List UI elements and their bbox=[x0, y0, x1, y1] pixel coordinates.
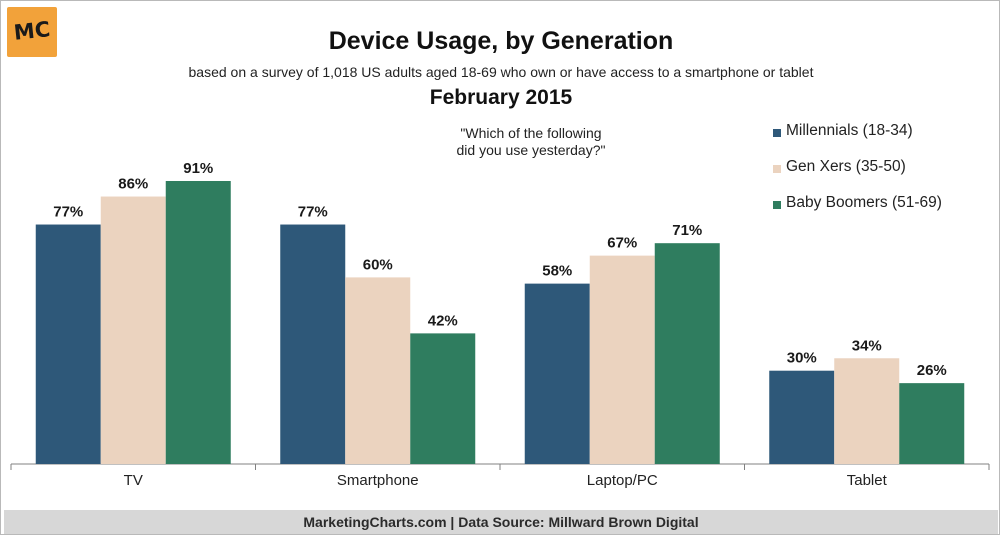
chart-subtitle: based on a survey of 1,018 US adults age… bbox=[188, 64, 814, 80]
footer-bar: MarketingCharts.com | Data Source: Millw… bbox=[4, 510, 998, 534]
bar-gen-laptoppc bbox=[589, 255, 655, 464]
legend-label-baby-boomers: Baby Boomers (51-69) bbox=[786, 194, 942, 211]
survey-question: "Which of the following did you use yeste… bbox=[456, 125, 606, 158]
x-tick-label: TV bbox=[124, 472, 143, 489]
legend-swatch-baby-boomers bbox=[773, 201, 781, 209]
x-tick-label: Tablet bbox=[847, 472, 888, 489]
bar-millennials-smartphone bbox=[280, 224, 346, 464]
legend-label-millennials: Millennials (18-34) bbox=[786, 122, 913, 139]
data-label: 42% bbox=[428, 312, 458, 329]
legend-label-gen-xers: Gen Xers (35-50) bbox=[786, 158, 906, 175]
x-tick-label: Smartphone bbox=[337, 472, 419, 489]
bar-baby-smartphone bbox=[410, 333, 476, 464]
chart-date: February 2015 bbox=[429, 86, 573, 109]
data-label: 91% bbox=[183, 160, 213, 177]
footer-source: MarketingCharts.com | Data Source: Millw… bbox=[303, 514, 699, 530]
chart-title: Device Usage, by Generation bbox=[328, 27, 674, 55]
bar-gen-tv bbox=[100, 196, 166, 465]
bar-baby-tablet bbox=[899, 383, 965, 464]
data-label: 58% bbox=[542, 263, 572, 280]
marketingcharts-logo: MC bbox=[7, 7, 57, 57]
bar-gen-tablet bbox=[834, 358, 900, 464]
data-label: 77% bbox=[53, 204, 83, 221]
bar-millennials-tv bbox=[35, 224, 101, 464]
bar-baby-tv bbox=[165, 180, 231, 465]
data-label: 71% bbox=[672, 222, 702, 239]
legend-swatch-gen-xers bbox=[773, 165, 781, 173]
bar-chart: TV 77% 86% 91% Smartphone 77% 60% 42% Laptop/PC 5… bbox=[10, 160, 990, 489]
data-label: 86% bbox=[118, 176, 148, 193]
bar-millennials-laptoppc bbox=[524, 283, 590, 464]
bar-millennials-tablet bbox=[769, 370, 835, 464]
bar-gen-smartphone bbox=[345, 277, 411, 464]
data-label: 60% bbox=[363, 256, 393, 273]
data-label: 30% bbox=[787, 350, 817, 367]
data-label: 67% bbox=[607, 235, 637, 252]
x-tick-label: Laptop/PC bbox=[587, 472, 658, 489]
data-label: 26% bbox=[917, 362, 947, 379]
data-label: 34% bbox=[852, 337, 882, 354]
legend-swatch-millennials bbox=[773, 129, 781, 137]
bar-baby-laptoppc bbox=[654, 243, 720, 464]
data-label: 77% bbox=[298, 204, 328, 221]
